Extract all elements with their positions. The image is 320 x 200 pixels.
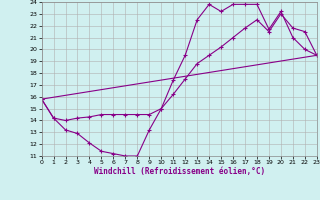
X-axis label: Windchill (Refroidissement éolien,°C): Windchill (Refroidissement éolien,°C) — [94, 167, 265, 176]
